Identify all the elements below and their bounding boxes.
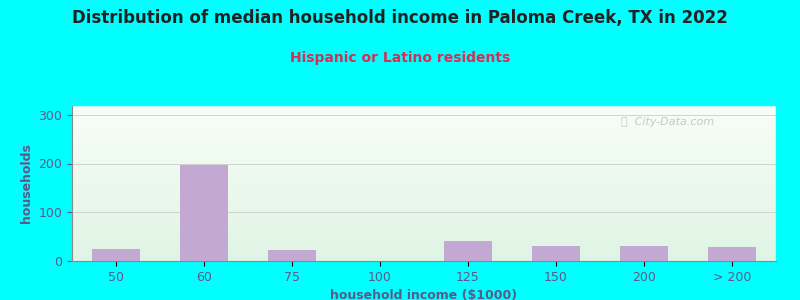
Bar	[180, 165, 228, 261]
Bar	[532, 246, 580, 261]
Text: Distribution of median household income in Paloma Creek, TX in 2022: Distribution of median household income …	[72, 9, 728, 27]
Bar	[268, 250, 316, 261]
Bar	[620, 246, 668, 261]
X-axis label: household income ($1000): household income ($1000)	[330, 289, 518, 300]
Bar	[708, 247, 756, 261]
Text: ⓘ  City-Data.com: ⓘ City-Data.com	[621, 118, 714, 128]
Bar	[92, 249, 140, 261]
Y-axis label: households: households	[20, 143, 33, 223]
Bar	[444, 241, 492, 261]
Text: Hispanic or Latino residents: Hispanic or Latino residents	[290, 51, 510, 65]
